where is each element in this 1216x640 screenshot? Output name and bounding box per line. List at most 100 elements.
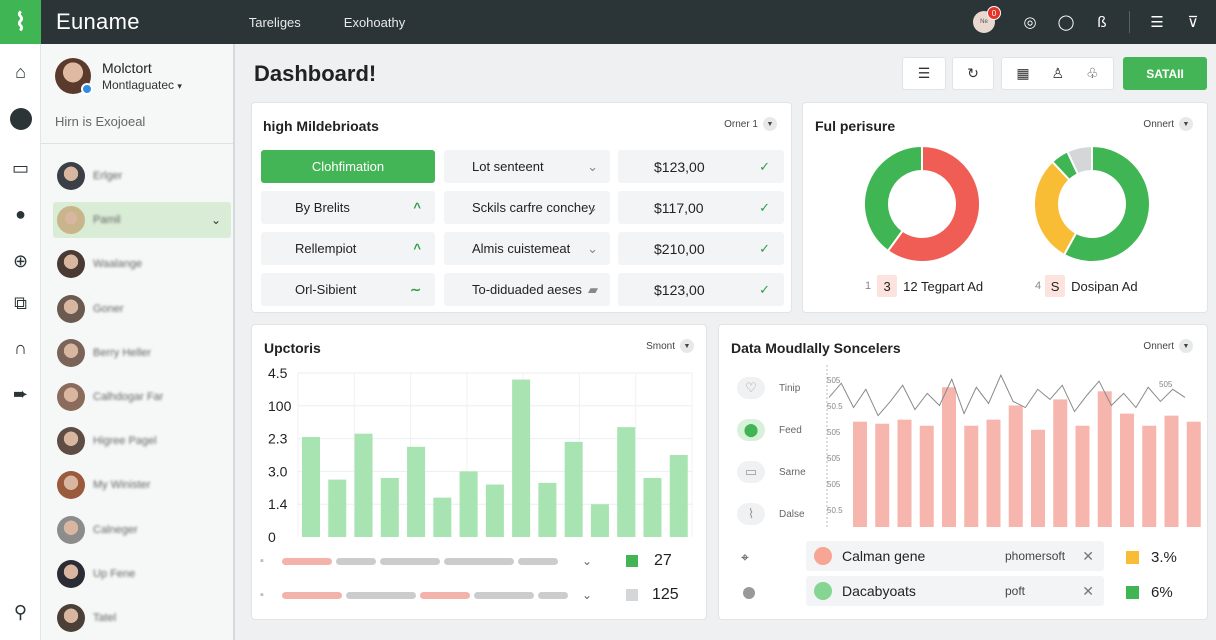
- bar[interactable]: [459, 471, 478, 537]
- refresh-button[interactable]: ↻: [952, 57, 994, 90]
- row-label-cell[interactable]: Orl-Sibient ∼: [261, 273, 435, 306]
- contact-item[interactable]: Calhdogar Far: [53, 379, 231, 415]
- chevron-down-icon[interactable]: ⌄: [210, 213, 221, 228]
- close-icon[interactable]: ✕: [1082, 547, 1094, 564]
- bar[interactable]: [1120, 413, 1134, 527]
- row-description-cell[interactable]: To-diduaded aeses ▰: [444, 273, 610, 306]
- bar[interactable]: [942, 387, 956, 527]
- bar[interactable]: [485, 484, 504, 537]
- side-item[interactable]: ⌇ Dalse: [737, 503, 805, 525]
- bar[interactable]: [407, 446, 426, 537]
- row-amount-cell[interactable]: $210,00 ✓: [618, 232, 784, 265]
- contact-item[interactable]: Berry Heller: [53, 335, 231, 371]
- card-menu[interactable]: Onnert ▼: [1143, 117, 1193, 131]
- target-icon[interactable]: ◎: [1023, 14, 1037, 31]
- notification-avatar[interactable]: Ne 0: [973, 6, 1001, 33]
- window-icon[interactable]: ▭: [11, 158, 29, 178]
- bar[interactable]: [964, 425, 979, 527]
- bar[interactable]: [1164, 415, 1179, 527]
- profile-icon[interactable]: ⚲: [13, 602, 28, 622]
- card-menu[interactable]: Orner 1 ▼: [724, 117, 777, 131]
- donut-2-slice-2[interactable]: [1033, 160, 1078, 257]
- row-description-cell[interactable]: Lot senteent ⌄: [444, 150, 610, 183]
- bar[interactable]: [354, 433, 373, 537]
- pin-icon[interactable]: ∩: [14, 338, 27, 358]
- summary-row-2[interactable]: ▪ ⌄ 125: [260, 586, 679, 603]
- bar[interactable]: [380, 477, 399, 537]
- contact-item[interactable]: Goner: [53, 291, 231, 327]
- bar[interactable]: [875, 423, 890, 527]
- bar[interactable]: [433, 497, 452, 537]
- contact-item[interactable]: Up Fene: [53, 556, 231, 592]
- donut-2-slice-4[interactable]: [1065, 144, 1093, 176]
- contact-item[interactable]: Waalange: [53, 246, 231, 282]
- user-icon[interactable]: ●: [15, 204, 26, 224]
- donut-1-slice-2[interactable]: [863, 144, 923, 253]
- contact-item[interactable]: My Winister: [53, 467, 231, 503]
- bar[interactable]: [564, 441, 583, 537]
- contact-item[interactable]: Erlger: [53, 158, 231, 194]
- app-logo[interactable]: ⌇: [0, 0, 41, 44]
- primary-action-button[interactable]: SATAII: [1123, 57, 1207, 90]
- row-label-cell[interactable]: Clohfimation: [261, 150, 435, 183]
- bar[interactable]: [1031, 429, 1045, 527]
- profile-subtitle[interactable]: Montlaguatec ▾: [102, 78, 182, 92]
- grid-icon[interactable]: ▦: [1016, 65, 1030, 81]
- nav-link-2[interactable]: Exohoathy: [343, 14, 406, 30]
- side-item[interactable]: ▭ Sarne: [737, 461, 806, 483]
- row-amount-cell[interactable]: $117,00 ✓: [618, 191, 784, 224]
- dashboard-icon[interactable]: [0, 108, 41, 135]
- bar[interactable]: [1008, 405, 1023, 528]
- legend-pill[interactable]: Dacabyoats poft ✕: [806, 576, 1104, 606]
- bar[interactable]: [1142, 425, 1157, 527]
- nav-link-1[interactable]: Tareliges: [248, 14, 301, 30]
- globe-icon[interactable]: ⊕: [12, 251, 29, 271]
- bar[interactable]: [538, 482, 557, 537]
- card-menu[interactable]: Smont ▼: [646, 339, 694, 353]
- bar[interactable]: [919, 425, 934, 527]
- bar[interactable]: [1097, 391, 1112, 527]
- bar[interactable]: [302, 436, 320, 537]
- summary-row-1[interactable]: ▪ ⌄ 27: [260, 552, 672, 569]
- side-item[interactable]: ⬤ Feed: [737, 419, 802, 441]
- donut-1-slice-1[interactable]: [886, 144, 981, 263]
- layers-icon[interactable]: ⧉: [14, 293, 27, 313]
- donut-2-slice-1[interactable]: [1062, 144, 1151, 263]
- row-label-cell[interactable]: Rellempiot ^: [261, 232, 435, 265]
- group-icon[interactable]: ♧: [1086, 65, 1099, 81]
- row-description-cell[interactable]: Sckils carfre conchey ⌄: [444, 191, 610, 224]
- bar[interactable]: [643, 477, 662, 537]
- profile-header[interactable]: Molctort Montlaguatec ▾: [55, 58, 182, 95]
- person-icon[interactable]: ♙: [1051, 65, 1065, 81]
- row-amount-cell[interactable]: $123,00 ✓: [618, 150, 784, 183]
- bar[interactable]: [590, 504, 609, 537]
- bar[interactable]: [669, 455, 688, 537]
- contact-item[interactable]: Higree Pagel: [53, 423, 231, 459]
- chat-icon[interactable]: ◯: [1057, 14, 1075, 31]
- side-item[interactable]: ♡ Tinip: [737, 377, 800, 399]
- link-icon[interactable]: ß: [1097, 13, 1107, 31]
- bar[interactable]: [1053, 399, 1068, 527]
- row-amount-cell[interactable]: $123,00 ✓: [618, 273, 784, 306]
- bar[interactable]: [512, 379, 531, 537]
- cursor-icon[interactable]: ⌖: [741, 549, 749, 565]
- contact-item[interactable]: Tatel: [53, 600, 231, 636]
- list-view-button[interactable]: ☰: [902, 57, 946, 90]
- arrow-right-icon[interactable]: ➨: [12, 384, 29, 404]
- menu-icon[interactable]: ☰: [1150, 14, 1164, 31]
- bar[interactable]: [897, 419, 912, 527]
- bar[interactable]: [853, 421, 867, 527]
- bar[interactable]: [986, 419, 1001, 527]
- bar[interactable]: [1186, 421, 1201, 527]
- filter-icon[interactable]: ⊽: [1187, 14, 1199, 31]
- row-description-cell[interactable]: Almis cuistemeat ⌄: [444, 232, 610, 265]
- close-icon[interactable]: ✕: [1082, 582, 1094, 599]
- bar[interactable]: [1075, 425, 1090, 527]
- bar[interactable]: [617, 427, 636, 537]
- legend-pill[interactable]: Calman gene phomersoft ✕: [806, 541, 1104, 571]
- bar[interactable]: [328, 479, 347, 537]
- contact-item[interactable]: Calneger: [53, 512, 231, 548]
- contact-item[interactable]: Pamil ⌄: [53, 202, 231, 239]
- card-menu[interactable]: Onnert ▼: [1143, 339, 1193, 353]
- home-icon[interactable]: ⌂: [15, 62, 26, 82]
